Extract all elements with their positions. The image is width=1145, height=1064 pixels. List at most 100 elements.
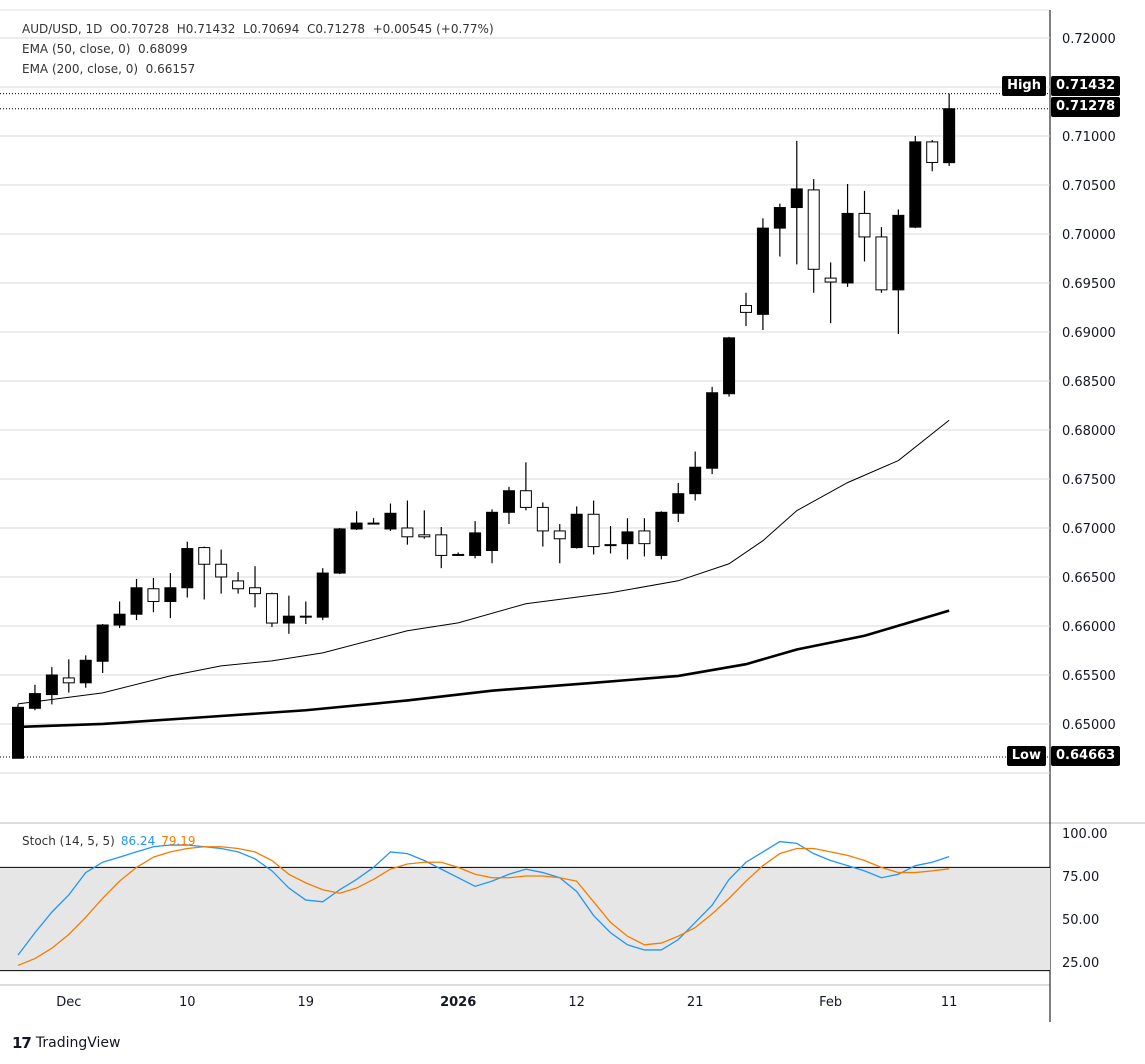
- price-tick-label: 0.71000: [1062, 130, 1116, 145]
- candle-body: [841, 212, 854, 284]
- ema50-line: [17, 419, 950, 705]
- candle-body: [452, 553, 465, 556]
- x-tick-label: 12: [568, 995, 585, 1010]
- stoch-tick-label: 75.00: [1062, 870, 1099, 885]
- candle-body: [486, 511, 499, 552]
- candle-body: [587, 513, 600, 548]
- candle-body: [824, 277, 837, 283]
- candle-body: [367, 522, 380, 525]
- candle-body: [316, 572, 329, 618]
- candle-body: [638, 530, 651, 545]
- stoch-name: Stoch (14, 5, 5): [22, 834, 115, 848]
- symbol-legend: AUD/USD, 1D O0.70728 H0.71432 L0.70694 C…: [22, 22, 494, 36]
- candle-body: [858, 212, 871, 238]
- candle-body: [807, 189, 820, 270]
- x-tick-label: Feb: [819, 995, 842, 1010]
- candle-body: [384, 512, 397, 530]
- price-tick-label: 0.65500: [1062, 669, 1116, 684]
- candle-body: [45, 674, 58, 696]
- candle-body: [604, 544, 617, 547]
- candle-body: [96, 624, 109, 662]
- candle-body: [469, 532, 482, 556]
- price-tick-label: 0.67000: [1062, 522, 1116, 537]
- x-tick-label: 19: [298, 995, 315, 1010]
- candle-body: [655, 511, 668, 556]
- stoch-k-line: [17, 840, 950, 956]
- candle-body: [215, 563, 228, 578]
- price-tick-label: 0.70500: [1062, 179, 1116, 194]
- candle-body: [926, 141, 939, 163]
- candle-body: [723, 337, 736, 395]
- candle-body: [435, 534, 448, 556]
- x-tick-label: Dec: [56, 995, 81, 1010]
- price-tick-label: 0.66000: [1062, 620, 1116, 635]
- stoch-d-line: [17, 846, 950, 967]
- candle-body: [350, 522, 363, 530]
- high-value-tag: 0.71432: [1051, 76, 1121, 96]
- candle-body: [232, 580, 245, 590]
- stoch-k-value: 86.24: [120, 834, 156, 848]
- ema200-legend: EMA (200, close, 0) 0.66157: [22, 62, 196, 76]
- candle-body: [553, 530, 566, 540]
- candle-body: [739, 305, 752, 313]
- candle-body: [265, 593, 278, 624]
- candle-body: [943, 108, 956, 164]
- candle-body: [519, 490, 532, 508]
- brand-name: TradingView: [35, 1035, 121, 1051]
- candle-body: [892, 214, 905, 291]
- close-value-tag: 0.71278: [1051, 97, 1121, 117]
- x-tick-label: 10: [179, 995, 196, 1010]
- price-tick-label: 0.68500: [1062, 375, 1116, 390]
- candle-body: [147, 588, 160, 602]
- candle-body: [706, 392, 719, 469]
- candle-body: [790, 188, 803, 209]
- candle-body: [536, 506, 549, 532]
- candle-body: [672, 493, 685, 514]
- candle-body: [28, 693, 41, 709]
- low-label-tag: Low: [1006, 746, 1046, 766]
- price-tick-label: 0.65000: [1062, 718, 1116, 733]
- high-label-tag: High: [1002, 76, 1046, 96]
- candle-body: [909, 141, 922, 228]
- candle-body: [502, 490, 515, 513]
- stoch-tick-label: 50.00: [1062, 913, 1099, 928]
- stoch-legend: Stoch (14, 5, 5) 86.24 79.19: [22, 834, 202, 848]
- candle-body: [756, 227, 769, 315]
- candle-body: [875, 236, 888, 291]
- low-value-tag: 0.64663: [1051, 746, 1121, 766]
- candle-body: [621, 531, 634, 545]
- candle-body: [282, 615, 295, 624]
- candle-body: [570, 513, 583, 549]
- x-tick-label: 21: [687, 995, 704, 1010]
- price-tick-label: 0.70000: [1062, 228, 1116, 243]
- x-tick-label: 11: [941, 995, 958, 1010]
- candle-body: [773, 207, 786, 229]
- stoch-tick-label: 100.00: [1062, 827, 1108, 842]
- tradingview-brand[interactable]: 17 TradingView: [12, 1034, 120, 1052]
- price-tick-label: 0.69000: [1062, 326, 1116, 341]
- ema50-legend: EMA (50, close, 0) 0.68099: [22, 42, 188, 56]
- ema200-line: [17, 609, 950, 729]
- price-tick-label: 0.72000: [1062, 32, 1116, 47]
- stoch-d-value: 79.19: [161, 834, 196, 848]
- candle-body: [299, 615, 312, 618]
- stoch-band: [0, 867, 1050, 971]
- candle-body: [198, 547, 211, 565]
- candle-body: [164, 587, 177, 602]
- price-tick-label: 0.68000: [1062, 424, 1116, 439]
- tradingview-logo-icon: 17: [12, 1034, 32, 1052]
- candle-body: [130, 587, 143, 615]
- candle-body: [62, 677, 75, 684]
- x-tick-label: 2026: [440, 995, 476, 1010]
- candle-body: [181, 548, 194, 589]
- candle-body: [113, 613, 126, 626]
- stoch-tick-label: 25.00: [1062, 956, 1099, 971]
- price-tick-label: 0.69500: [1062, 277, 1116, 292]
- candle-body: [689, 466, 702, 495]
- candle-body: [79, 659, 92, 684]
- candle-body: [12, 706, 24, 759]
- candle-body: [333, 528, 346, 574]
- price-tick-label: 0.66500: [1062, 571, 1116, 586]
- candle-body: [401, 527, 414, 538]
